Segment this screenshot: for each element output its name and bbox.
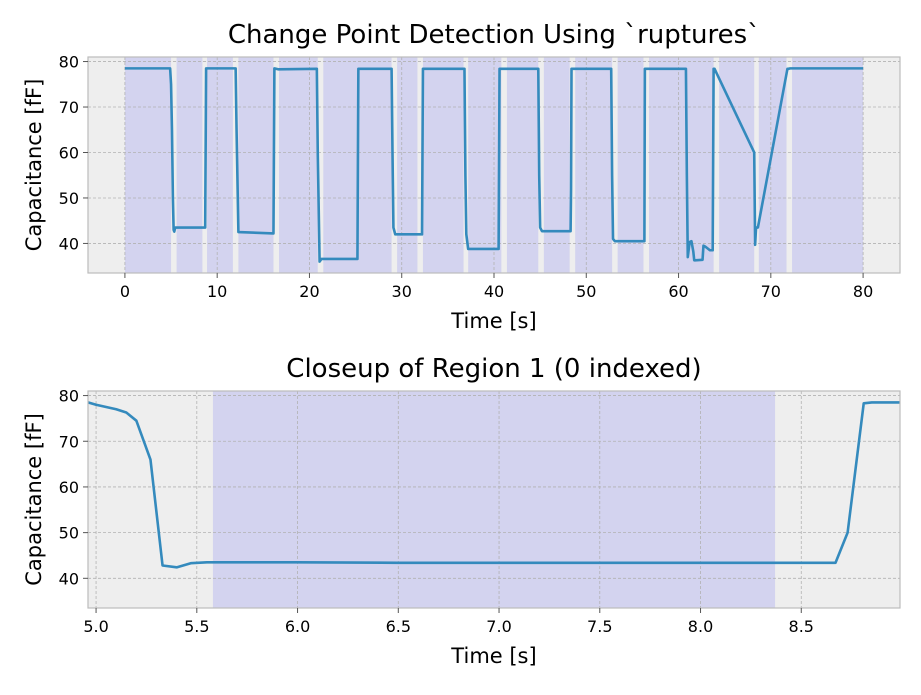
x-tick-label: 6.0 (285, 617, 310, 636)
x-tick-label: 60 (668, 282, 688, 301)
x-tick-label: 30 (392, 282, 412, 301)
y-tick-label: 60 (59, 478, 79, 497)
chart-panel-bottom: 5.0 5.5 6.0 6.5 7.0 7.5 8.0 8.5 40 50 60 70 80 Closeu… (22, 354, 901, 668)
x-axis-label: Time [s] (450, 309, 536, 333)
data-series-line (88, 401, 900, 569)
axes-frame (87, 390, 901, 609)
y-tick-label: 60 (59, 143, 79, 162)
y-tick-label: 70 (59, 98, 79, 117)
x-tick-label: 8.5 (789, 617, 814, 636)
change-point-segment (279, 57, 318, 273)
y-axis-label: Capacitance [fF] (22, 413, 46, 586)
x-tick-label: 10 (207, 282, 227, 301)
y-tick-label: 70 (59, 432, 79, 451)
change-point-segment (468, 57, 502, 273)
y-tick-label: 80 (59, 53, 79, 72)
chart-title: Change Point Detection Using `ruptures` (228, 20, 760, 50)
x-tick-label: 6.5 (386, 617, 411, 636)
change-point-segment (792, 57, 864, 273)
x-tick-label: 40 (484, 282, 504, 301)
chart-title: Closeup of Region 1 (0 indexed) (286, 354, 701, 384)
x-tick-label: 50 (576, 282, 596, 301)
x-tick-label: 7.0 (486, 617, 511, 636)
x-tick-label: 8.0 (688, 617, 713, 636)
data-series-line (124, 67, 864, 263)
change-point-segment (124, 57, 172, 273)
y-tick-label: 50 (59, 524, 79, 543)
y-tick-label: 40 (59, 234, 79, 253)
x-tick-label: 7.5 (587, 617, 612, 636)
change-point-segment (176, 57, 203, 273)
x-tick-label: 70 (761, 282, 781, 301)
x-tick-label: 0 (120, 282, 130, 301)
x-tick-label: 5.5 (184, 617, 209, 636)
segment-group (124, 57, 864, 273)
chart-panel-top: 0 10 20 30 40 50 60 70 80 40 50 60 70 80 Change Point … (22, 20, 901, 333)
y-tick-label: 80 (59, 387, 79, 406)
x-axis-label: Time [s] (450, 644, 536, 668)
y-tick-label: 40 (59, 569, 79, 588)
x-tick-label: 5.0 (83, 617, 108, 636)
segment-group (212, 391, 776, 608)
change-point-segment (422, 57, 464, 273)
change-point-segment (397, 57, 418, 273)
change-point-segment (575, 57, 613, 273)
change-point-segment (506, 57, 539, 273)
change-point-segment (543, 57, 570, 273)
x-tick-label: 80 (853, 282, 873, 301)
change-point-segment (617, 57, 644, 273)
y-tick-label: 50 (59, 189, 79, 208)
y-axis-label: Capacitance [fF] (22, 79, 46, 252)
x-tick-label: 20 (299, 282, 319, 301)
change-point-segment (649, 57, 714, 273)
change-point-segment (238, 57, 274, 273)
change-point-segment (207, 57, 233, 273)
change-point-segment (212, 391, 776, 608)
